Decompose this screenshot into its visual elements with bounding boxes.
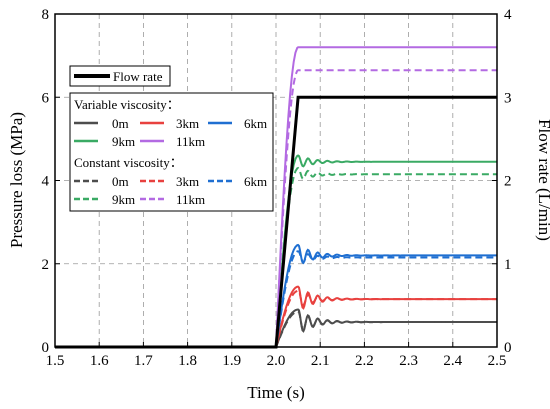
series-constant-viscosity-11km (55, 69, 497, 348)
constant-viscosity-title: Constant viscosity： (74, 155, 183, 170)
y2-tick-label: 3 (504, 90, 512, 106)
x-tick-label: 2.4 (443, 353, 462, 369)
x-tick-label: 1.9 (222, 353, 241, 369)
viscosity-legend-box (69, 92, 274, 212)
x-tick-label: 2.5 (488, 353, 507, 369)
series-variable-viscosity-6km (55, 243, 497, 348)
legend-entries: 0m 3km 6km 9km 11km 0m 3km 6km 9km 11km (74, 116, 267, 207)
y-tick-label: 0 (42, 340, 50, 356)
x-tick-label: 1.7 (134, 353, 153, 369)
y-tick-label: 8 (42, 7, 50, 23)
y-tick-label: 4 (42, 174, 50, 190)
variable-viscosity-title: Variable viscosity： (74, 97, 180, 112)
y-axis-label: Pressure loss (MPa) (7, 112, 26, 248)
y2-tick-label: 0 (504, 340, 512, 356)
series-variable-viscosity-11km (55, 46, 497, 348)
x-axis-label: Time (s) (247, 383, 304, 402)
x-tick-label: 1.6 (90, 353, 109, 369)
series-constant-viscosity-6km (55, 250, 497, 348)
series-constant-viscosity-9km (55, 166, 497, 348)
flow-legend-box (69, 65, 171, 87)
x-tick-label: 2.1 (311, 353, 330, 369)
y2-tick-label: 4 (504, 7, 512, 23)
legend-label-constant-0m: 0m (112, 174, 129, 189)
series-variable-viscosity-9km (55, 154, 497, 348)
y2-tick-label: 2 (504, 174, 512, 190)
y2-axis-label: Flow rate (L/min) (535, 119, 550, 241)
legend-label-variable-6km: 6km (244, 116, 267, 131)
flow-legend: Flow rate (69, 65, 171, 87)
legend-label-constant-3km: 3km (176, 174, 199, 189)
x-tick-label: 1.8 (178, 353, 197, 369)
series-constant-viscosity-3km (55, 289, 497, 348)
legend-label-constant-9km: 9km (112, 192, 135, 207)
legend-label-variable-3km: 3km (176, 116, 199, 131)
legend-label-variable-11km: 11km (176, 134, 205, 149)
tick-layer: 1.5 1.6 1.7 1.8 1.9 2.0 2.1 2.2 2.3 2.4 2.50246801… (42, 7, 513, 369)
legend-label-constant-11km: 11km (176, 192, 205, 207)
y-tick-label: 2 (42, 257, 50, 273)
x-tick-label: 2.2 (355, 353, 374, 369)
viscosity-legend: Variable viscosity： Constant viscosity： … (69, 92, 274, 212)
y-tick-label: 6 (42, 90, 50, 106)
flow-legend-label: Flow rate (113, 69, 163, 84)
y2-tick-label: 1 (504, 257, 512, 273)
x-tick-label: 1.5 (46, 353, 65, 369)
legend-label-variable-0m: 0m (112, 116, 129, 131)
x-tick-label: 2.0 (267, 353, 286, 369)
legend-label-variable-9km: 9km (112, 134, 135, 149)
series-constant-viscosity-0m (55, 310, 497, 348)
legend-label-constant-6km: 6km (244, 174, 267, 189)
x-tick-label: 2.3 (399, 353, 418, 369)
